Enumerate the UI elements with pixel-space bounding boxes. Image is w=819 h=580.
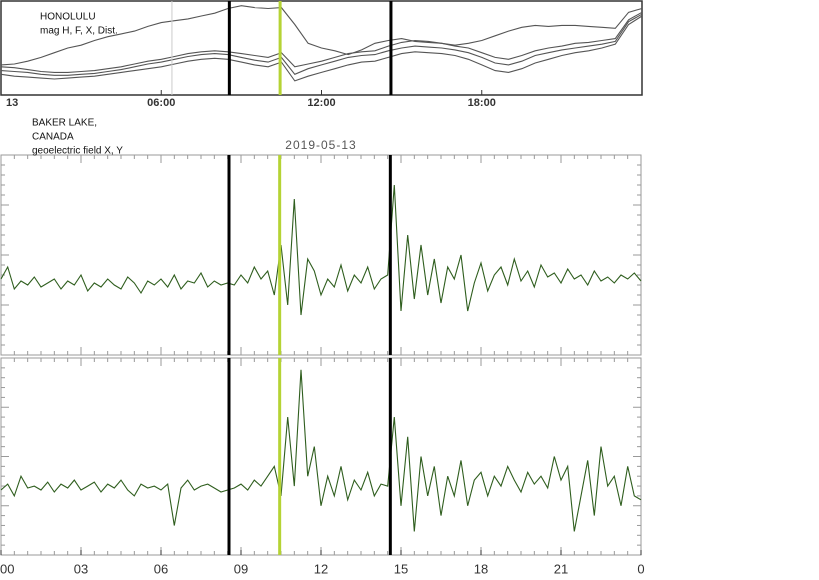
data-line [0,15,643,82]
panel-frame [0,357,642,556]
data-line [0,11,643,73]
x-tick-label: 12 [314,561,328,576]
data-line [0,184,642,316]
x-tick-label: 00 [0,561,14,576]
x-tick-label: 13 [6,97,18,109]
x-tick-label: 06 [154,561,168,576]
annotation: mag H, F, X, Dist. [40,26,118,37]
x-tick-label: 0 [637,561,644,576]
x-tick-label: 18 [474,561,488,576]
annotation: HONOLULU [40,12,96,23]
panel-frame [0,154,642,356]
annotation: CANADA [32,132,74,143]
x-tick-label: 21 [554,561,568,576]
x-tick-label: 15 [394,561,408,576]
chart-title: 2019-05-13 [285,138,356,152]
x-tick-label: 09 [234,561,248,576]
annotation: BAKER LAKE, [32,118,97,129]
x-tick-label: 12:00 [307,97,335,109]
data-line [0,13,643,76]
annotation: geoelectric field X, Y [32,146,123,157]
data-line [0,5,643,66]
x-tick-label: 03 [74,561,88,576]
x-tick-label: 18:00 [468,97,496,109]
data-line [0,369,642,532]
x-tick-label: 06:00 [147,97,175,109]
